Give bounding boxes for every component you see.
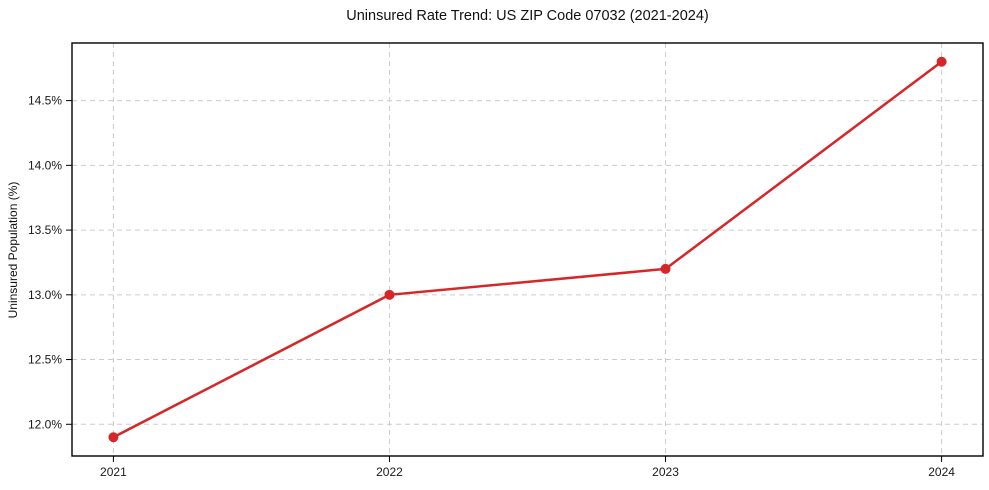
y-tick-label: 13.5%	[28, 223, 62, 237]
plot-border	[71, 42, 984, 457]
y-tick-label: 12.0%	[28, 417, 62, 431]
y-tick-label: 13.0%	[28, 288, 62, 302]
y-tick-label: 14.0%	[28, 158, 62, 172]
x-tick-label: 2023	[652, 465, 679, 479]
data-point	[384, 289, 395, 300]
trend-line	[112, 60, 943, 439]
x-tick-label: 2024	[928, 465, 955, 479]
y-tick-label: 12.5%	[28, 353, 62, 367]
y-axis-label: Uninsured Population (%)	[6, 181, 20, 319]
x-tick-label: 2021	[100, 465, 127, 479]
chart-title: Uninsured Rate Trend: US ZIP Code 07032 …	[346, 8, 709, 24]
y-tick-label: 14.5%	[28, 94, 62, 108]
data-point	[108, 432, 119, 443]
data-point	[936, 56, 947, 67]
data-point	[660, 263, 671, 274]
x-tick-label: 2022	[376, 465, 403, 479]
